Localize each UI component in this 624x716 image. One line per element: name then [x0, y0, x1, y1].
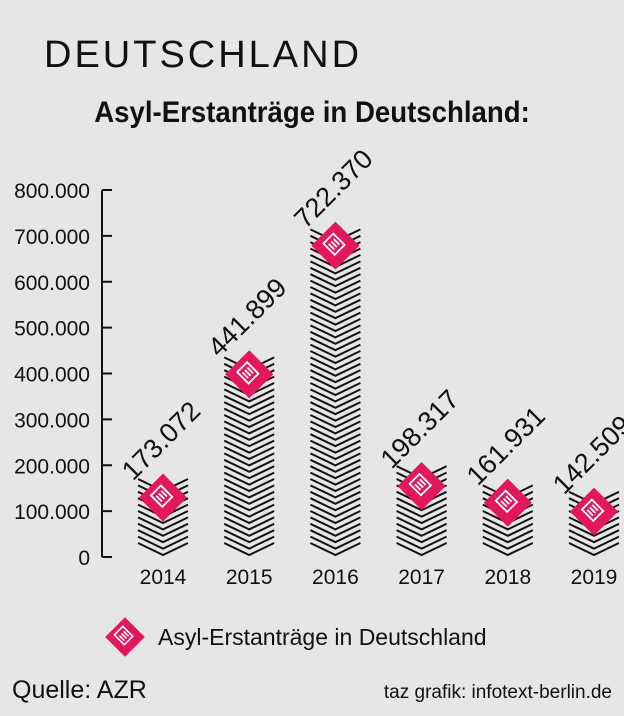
value-label: 173.072	[116, 396, 206, 486]
bar-2017	[396, 465, 448, 557]
value-label: 142.509	[547, 410, 624, 500]
x-tick-label: 2017	[398, 566, 445, 589]
value-label: 722.370	[288, 144, 378, 234]
x-tick-label: 2015	[226, 566, 273, 589]
y-tick-label: 500.000	[14, 318, 90, 341]
y-tick-label: 0	[78, 547, 90, 570]
value-label: 198.317	[375, 384, 465, 474]
y-tick-label: 200.000	[14, 455, 90, 478]
bar-badge-icon	[225, 350, 274, 399]
value-label: 161.931	[461, 401, 551, 491]
credit-label: taz grafik: infotext-berlin.de	[383, 682, 612, 703]
x-tick-label: 2016	[312, 566, 359, 589]
x-tick-label: 2018	[484, 566, 531, 589]
kicker-label: DEUTSCHLAND	[44, 34, 363, 76]
y-tick-label: 400.000	[14, 364, 90, 387]
bar-2016	[309, 228, 361, 557]
source-label: Quelle: AZR	[12, 676, 147, 704]
chart-title: Asyl-Erstanträge in Deutschland:	[94, 96, 530, 129]
x-tick-label: 2014	[140, 566, 187, 589]
y-tick-label: 100.000	[14, 501, 90, 524]
bar-2015	[223, 356, 275, 557]
bar-badge-icon	[397, 461, 446, 511]
bar-badge-icon	[311, 221, 360, 270]
bar-badge-icon	[483, 478, 532, 527]
legend-label: Asyl-Erstanträge in Deutschland	[158, 623, 487, 650]
y-tick-label: 600.000	[14, 272, 90, 295]
y-tick-label: 300.000	[14, 409, 90, 432]
document-badge-icon	[105, 617, 145, 657]
bar-badge-icon	[138, 473, 188, 522]
legend: Asyl-Erstanträge in Deutschland	[104, 616, 487, 658]
value-label: 441.899	[202, 272, 292, 362]
y-tick-label: 800.000	[14, 180, 90, 203]
x-tick-label: 2019	[571, 566, 618, 589]
y-tick-label: 700.000	[14, 226, 90, 249]
